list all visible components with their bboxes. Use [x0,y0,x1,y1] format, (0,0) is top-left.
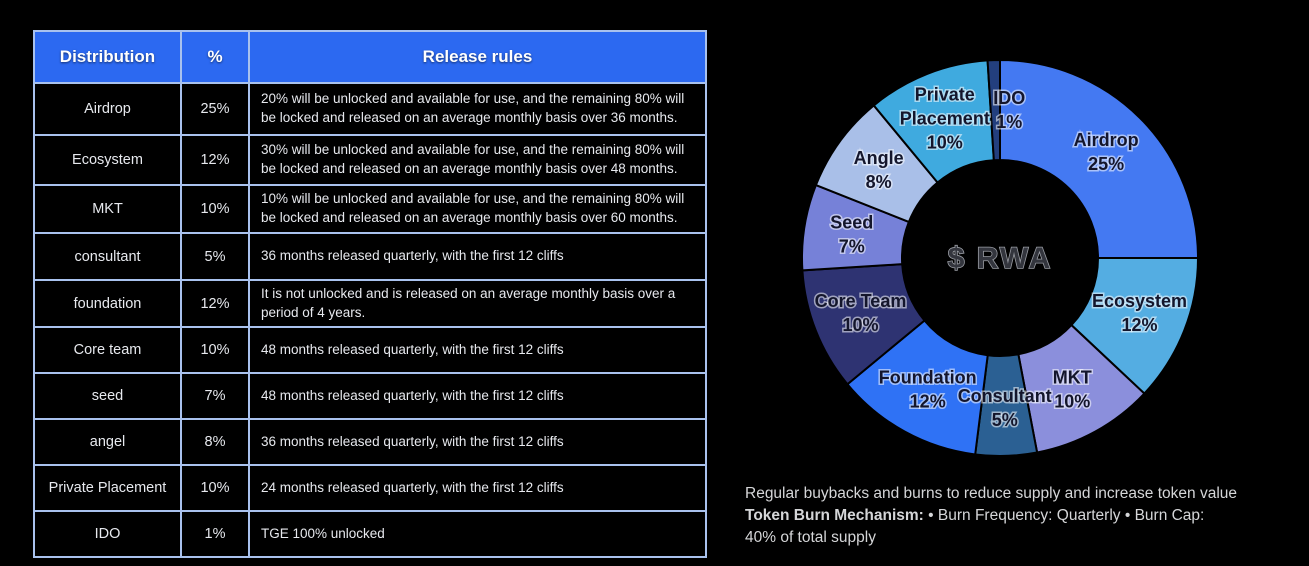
distribution-cell: angel [33,418,182,466]
distribution-table-body: Airdrop 25% 20% will be unlocked and avail… [33,82,707,558]
burn-note-line2-rest: • Burn Frequency: Quarterly • Burn Cap: [923,507,1205,524]
table-row-core-team: Core team 10% 48 months released quarterly… [33,326,707,374]
distribution-cell: Ecosystem [33,134,182,186]
donut-slice-airdrop [999,58,1200,259]
col-header-release-rules: Release rules [248,30,707,84]
distribution-cell: Core team [33,326,182,374]
col-header-percent: % [180,30,250,84]
percent-cell: 25% [180,82,250,136]
release-rule-cell: 30% will be unlocked and available for u… [248,134,707,186]
release-rule-cell: 20% will be unlocked and available for u… [248,82,707,136]
donut-label-angle: Angle 8% [854,148,904,192]
distribution-cell: Private Placement [33,464,182,512]
release-rule-cell: 36 months released quarterly, with the f… [248,232,707,281]
table-row-angel: angel 8% 36 months released quarterly, wit… [33,418,707,466]
distribution-table: Distribution % Release rules Airdrop 25% 2… [33,30,707,558]
burn-note-line3: 40% of total supply [745,529,876,546]
distribution-table-header: Distribution % Release rules [33,30,707,84]
burn-mechanism-note: Regular buybacks and burns to reduce sup… [745,483,1300,549]
donut-label-seed: Seed 7% [830,213,873,257]
percent-cell: 10% [180,326,250,374]
burn-note-line2: Token Burn Mechanism: • Burn Frequency: … [745,505,1300,527]
table-row-private-placement: Private Placement 10% 24 months released q… [33,464,707,512]
donut-slice-ido [986,58,1001,162]
table-row-airdrop: Airdrop 25% 20% will be unlocked and avail… [33,82,707,136]
burn-note-line2-title: Token Burn Mechanism: [745,507,924,524]
percent-cell: 8% [180,418,250,466]
release-rule-cell: 48 months released quarterly, with the f… [248,372,707,420]
distribution-cell: consultant [33,232,182,281]
distribution-cell: MKT [33,184,182,234]
percent-cell: 1% [180,510,250,558]
donut-label-airdrop: Airdrop 25% [1074,130,1139,174]
distribution-cell: foundation [33,279,182,328]
percent-cell: 12% [180,279,250,328]
release-rule-cell: 36 months released quarterly, with the f… [248,418,707,466]
table-row-ecosystem: Ecosystem 12% 30% will be unlocked and ava… [33,134,707,186]
distribution-cell: seed [33,372,182,420]
col-header-distribution: Distribution [33,30,182,84]
donut-label-ecosystem: Ecosystem 12% [1092,291,1187,335]
donut-label-mkt: MKT 10% [1053,367,1092,411]
table-row-seed: seed 7% 48 months released quarterly, with… [33,372,707,420]
distribution-cell: IDO [33,510,182,558]
percent-cell: 5% [180,232,250,281]
donut-label-core-team: Core Team 10% [815,291,907,335]
release-rule-cell: 24 months released quarterly, with the f… [248,464,707,512]
percent-cell: 12% [180,134,250,186]
donut-label-foundation: Foundation 12% [879,367,977,411]
donut-center-label: $ RWA [948,242,1052,275]
table-row-ido: IDO 1% TGE 100% unlocked [33,510,707,558]
burn-note-line1: Regular buybacks and burns to reduce sup… [745,485,1238,502]
table-row-consultant: consultant 5% 36 months released quarterly… [33,232,707,281]
release-rule-cell: It is not unlocked and is released on an… [248,279,707,328]
distribution-cell: Airdrop [33,82,182,136]
percent-cell: 10% [180,184,250,234]
release-rule-cell: 48 months released quarterly, with the f… [248,326,707,374]
donut-label-private-placement: Private Placement 10% [900,85,990,153]
donut-label-consultant: Consultant 5% [958,386,1052,430]
release-rule-cell: TGE 100% unlocked [248,510,707,558]
percent-cell: 10% [180,464,250,512]
table-row-foundation: foundation 12% It is not unlocked and is r… [33,279,707,328]
release-rule-cell: 10% will be unlocked and available for u… [248,184,707,234]
table-row-mkt: MKT 10% 10% will be unlocked and available… [33,184,707,234]
percent-cell: 7% [180,372,250,420]
donut-label-ido: IDO 1% [993,88,1025,132]
